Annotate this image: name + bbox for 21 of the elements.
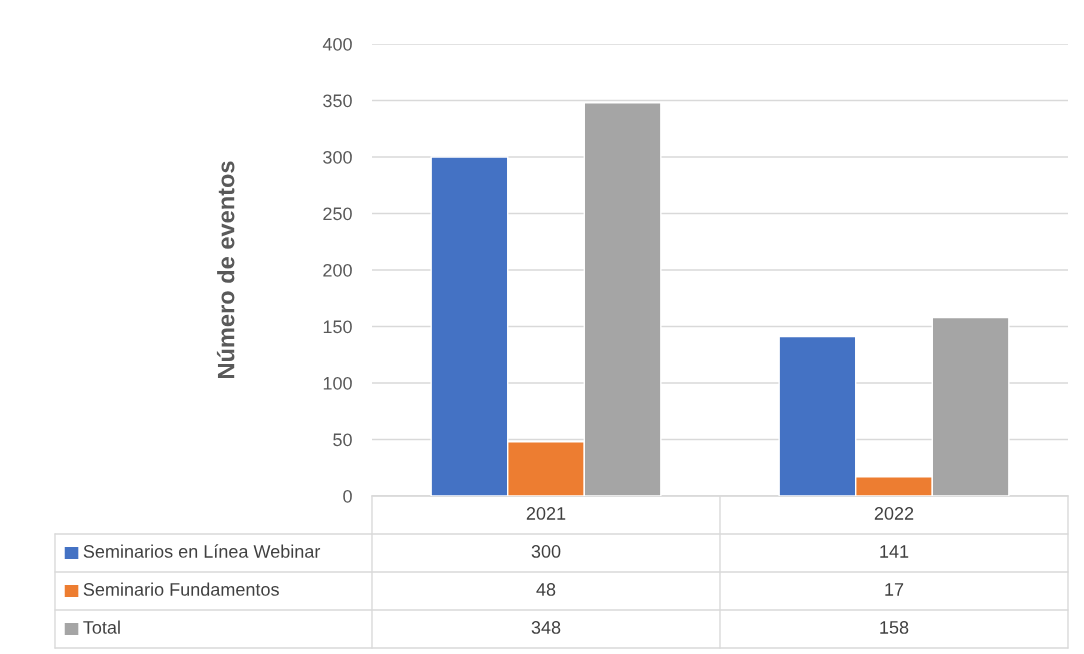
y-tick-label: 100 [323, 376, 352, 390]
data-label: 17 [885, 583, 904, 596]
y-tick-label: 200 [323, 263, 352, 277]
y-tick-label: 400 [322, 37, 352, 51]
data-label: 48 [536, 583, 556, 596]
y-tick-label: 0 [343, 489, 352, 503]
y-tick-label: 150 [323, 320, 352, 334]
y-axis-title: Número de eventos [216, 161, 235, 378]
data-label: 300 [531, 545, 561, 558]
legend-label: Seminarios en Línea Webinar [83, 544, 321, 558]
legend-label: Seminario Fundamentos [83, 582, 279, 596]
data-label: 158 [880, 621, 909, 634]
legend-label: Total [83, 620, 120, 634]
data-label: 348 [531, 621, 561, 634]
y-tick-label: 50 [333, 433, 352, 447]
y-tick-label: 300 [323, 150, 352, 164]
x-tick-label: 2021 [526, 507, 566, 520]
data-label: 141 [880, 545, 909, 558]
y-tick-label: 350 [323, 94, 352, 108]
y-tick-label: 250 [323, 207, 352, 221]
x-tick-label: 2022 [874, 507, 914, 520]
